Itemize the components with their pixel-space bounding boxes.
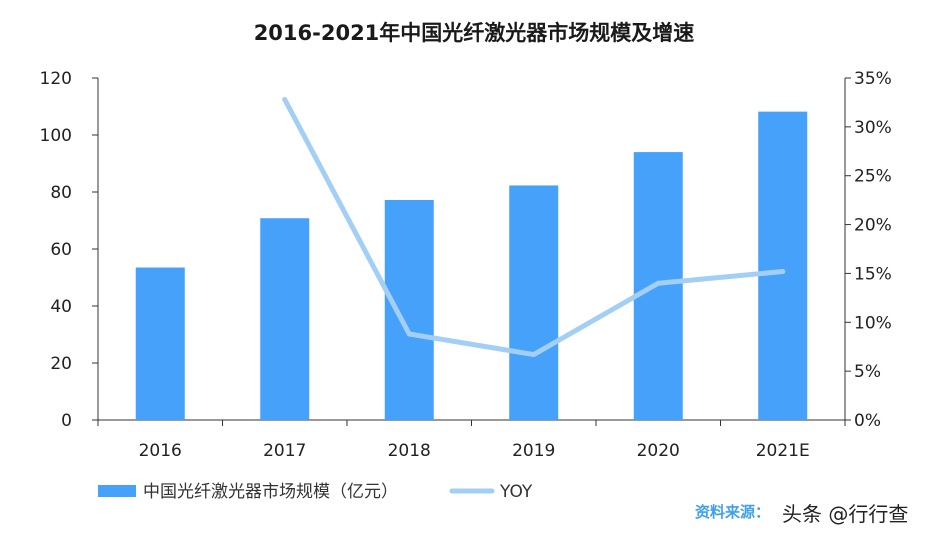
yoy-point	[531, 352, 537, 358]
y-left-tick-label: 100	[40, 126, 72, 146]
x-tick-label: 2019	[512, 441, 555, 461]
y-left-tick-label: 80	[50, 183, 72, 203]
yoy-point	[655, 280, 661, 286]
y-right-tick-label: 30%	[854, 118, 892, 138]
bar	[135, 267, 185, 420]
y-left-tick-label: 120	[40, 69, 72, 89]
y-left-tick-label: 40	[50, 297, 72, 317]
y-right-tick-label: 15%	[854, 264, 892, 284]
yoy-point	[282, 96, 288, 102]
legend-label-bar: 中国光纤激光器市场规模（亿元）	[143, 482, 398, 502]
y-right-tick-label: 5%	[854, 362, 881, 382]
bar	[384, 199, 434, 420]
legend: 中国光纤激光器市场规模（亿元） YOY	[98, 482, 533, 502]
x-tick-label: 2021E	[756, 441, 810, 461]
plot-area: 0 20 40 60 80 100 120 0% 5% 10% 15% 20% 25% 30% 35% 201…	[40, 69, 892, 461]
y-right-tick-label: 25%	[854, 167, 892, 187]
legend-label-line: YOY	[499, 482, 533, 502]
source-label: 资料来源：	[695, 503, 770, 521]
y-left-tick-label: 0	[61, 411, 72, 431]
x-tick-label: 2017	[263, 441, 306, 461]
bar	[758, 111, 808, 420]
bar	[260, 218, 310, 420]
y-left-tick-label: 20	[50, 354, 72, 374]
y-right-tick-label: 10%	[854, 313, 892, 333]
bar	[509, 185, 559, 420]
x-tick-label: 2016	[139, 441, 182, 461]
y-right-tick-label: 35%	[854, 69, 892, 89]
watermark-text: 头条 @行行查	[782, 502, 908, 526]
x-tick-label: 2020	[637, 441, 680, 461]
y-left-tick-label: 60	[50, 240, 72, 260]
yoy-point	[406, 331, 412, 337]
yoy-point	[780, 268, 786, 274]
y-right-tick-label: 20%	[854, 216, 892, 236]
legend-swatch-bar	[98, 485, 136, 497]
chart-title: 2016-2021年中国光纤激光器市场规模及增速	[254, 21, 695, 45]
x-tick-label: 2018	[388, 441, 431, 461]
y-right-tick-label: 0%	[854, 411, 881, 431]
